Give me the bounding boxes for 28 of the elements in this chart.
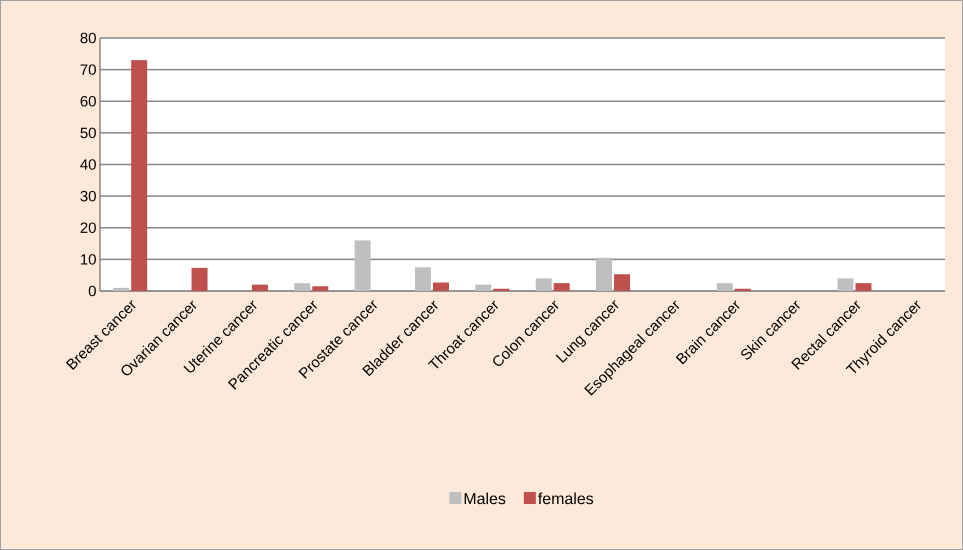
y-tick-label: 0 <box>88 286 96 296</box>
y-tick-label: 50 <box>80 128 96 138</box>
bar <box>536 278 552 291</box>
legend-label: females <box>538 492 594 504</box>
legend-label: Males <box>464 492 506 504</box>
bar <box>294 283 310 291</box>
y-tick-label: 20 <box>80 222 96 234</box>
bar <box>855 283 872 291</box>
y-tick-label: 10 <box>81 254 96 265</box>
y-tick-label: 40 <box>80 159 96 170</box>
bar <box>475 284 492 291</box>
y-tick-label: 30 <box>80 190 96 202</box>
bar <box>432 282 449 291</box>
bar <box>252 284 268 291</box>
y-tick-label: 80 <box>80 32 96 44</box>
bar <box>614 274 630 291</box>
bar <box>113 288 130 291</box>
bar <box>312 286 328 291</box>
bar <box>596 258 612 291</box>
y-tick-label: 60 <box>80 96 96 107</box>
y-tick-label: 70 <box>80 64 96 75</box>
bar <box>554 283 570 291</box>
bar <box>192 268 208 291</box>
bar <box>131 60 148 291</box>
bar <box>414 267 431 291</box>
bar <box>354 240 371 291</box>
bar <box>837 278 854 291</box>
bar <box>716 283 733 291</box>
